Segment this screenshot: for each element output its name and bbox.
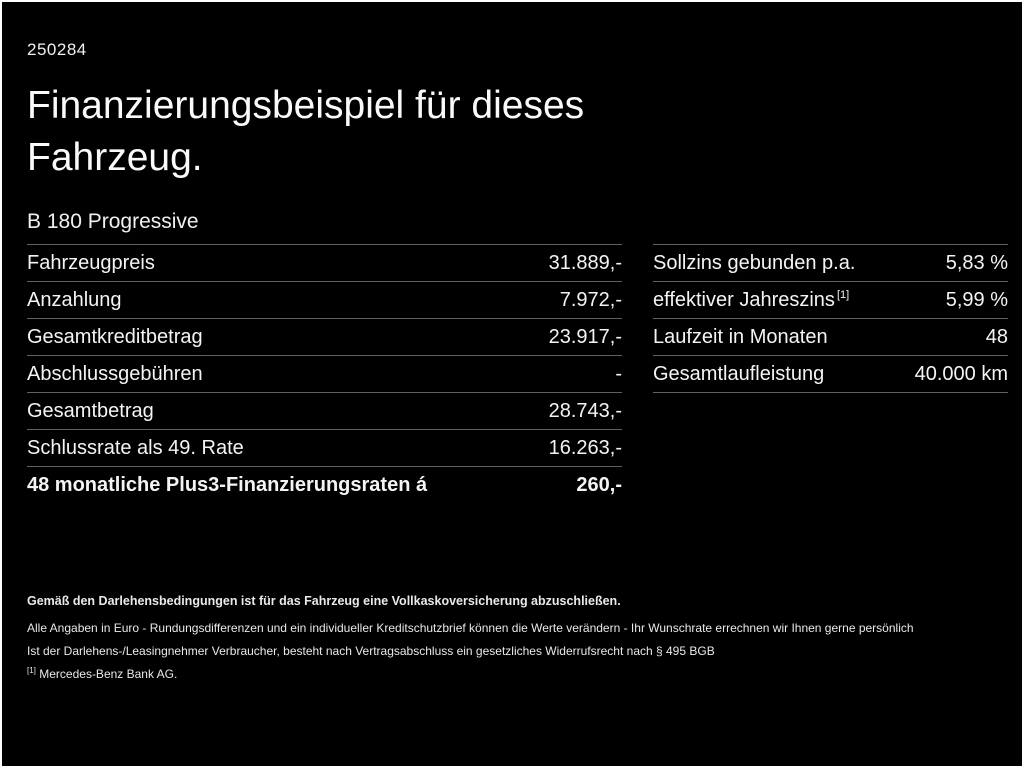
row-label: Fahrzeugpreis [27,251,155,274]
row-label: Abschlussgebühren [27,362,203,385]
vehicle-model: B 180 Progressive [27,210,199,233]
finance-table-left: Fahrzeugpreis 31.889,- Anzahlung 7.972,-… [27,244,622,503]
row-value: 23.917,- [548,325,622,348]
row-value: 16.263,- [548,436,622,459]
row-value: - [615,362,622,385]
footnote-euro-disclaimer: Alle Angaben in Euro - Rundungsdifferenz… [27,621,914,635]
table-row-anzahlung: Anzahlung 7.972,- [27,282,622,319]
row-value: 5,83 % [945,251,1008,274]
finance-tables: Fahrzeugpreis 31.889,- Anzahlung 7.972,-… [27,244,1008,503]
row-label: Laufzeit in Monaten [653,325,828,348]
row-label: Schlussrate als 49. Rate [27,436,244,459]
table-row-sollzins: Sollzins gebunden p.a. 5,83 % [653,245,1008,282]
reference-number: 250284 [27,40,87,59]
legal-footnotes: Gemäß den Darlehensbedingungen ist für d… [27,594,997,690]
row-value: 7.972,- [559,288,622,311]
row-label: Gesamtkreditbetrag [27,325,203,348]
row-label: Gesamtlaufleistung [653,362,825,385]
table-row-finanzierungsrate: 48 monatliche Plus3-Finanzierungsraten á… [27,467,622,503]
table-row-fahrzeugpreis: Fahrzeugpreis 31.889,- [27,245,622,282]
page-title-line2: Fahrzeug. [27,135,203,179]
footnote-insurance: Gemäß den Darlehensbedingungen ist für d… [27,594,621,608]
finance-table-right: Sollzins gebunden p.a. 5,83 % effektiver… [653,244,1008,393]
table-row-gesamtbetrag: Gesamtbetrag 28.743,- [27,393,622,430]
table-row-abschlussgebuehren: Abschlussgebühren - [27,356,622,393]
footnote-bank: [1] Mercedes-Benz Bank AG. [27,666,997,682]
table-row-gesamtkreditbetrag: Gesamtkreditbetrag 23.917,- [27,319,622,356]
row-value: 5,99 % [945,288,1008,311]
row-label: 48 monatliche Plus3-Finanzierungsraten á [27,473,428,496]
row-value: 48 [985,325,1008,348]
footnote-marker: [1] [836,288,850,301]
table-row-schlussrate: Schlussrate als 49. Rate 16.263,- [27,430,622,467]
table-row-effektiver-jahreszins: effektiver Jahreszins [1] 5,99 % [653,282,1008,319]
page-title-line1: Finanzierungsbeispiel für dieses [27,84,585,127]
row-label-text: effektiver Jahreszins [653,288,835,311]
row-label: effektiver Jahreszins [1] [653,289,849,312]
row-label: Sollzins gebunden p.a. [653,251,856,274]
row-value: 260,- [576,473,622,496]
footnote-widerrufsrecht: Ist der Darlehens-/Leasingnehmer Verbrau… [27,644,715,658]
row-value: 31.889,- [548,251,622,274]
footnote-bank-marker: [1] [27,666,36,675]
footnote-bank-text: Mercedes-Benz Bank AG. [39,667,178,681]
table-row-gesamtlaufleistung: Gesamtlaufleistung 40.000 km [653,356,1008,393]
row-value: 40.000 km [914,362,1008,385]
page-title: Finanzierungsbeispiel für dieses Fahrzeug… [27,80,982,184]
table-row-laufzeit: Laufzeit in Monaten 48 [653,319,1008,356]
row-label: Anzahlung [27,288,122,311]
row-label: Gesamtbetrag [27,399,154,422]
row-value: 28.743,- [548,399,622,422]
